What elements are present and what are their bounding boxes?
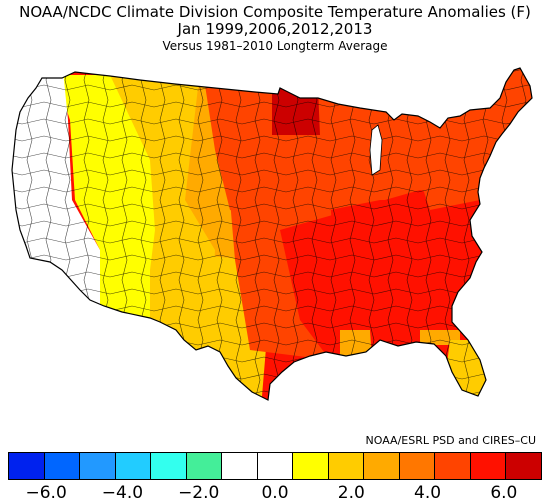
legend-swatch [222,453,258,479]
legend-swatch [44,453,81,479]
legend-tick-label: −2.0 [178,483,220,503]
data-credit: NOAA/ESRL PSD and CIRES–CU [365,434,536,447]
map-region-florida-peninsula [440,340,500,400]
legend-swatch [328,453,365,479]
map-region-northern-minnesota [272,88,320,135]
legend-swatch [257,453,294,479]
legend-tick-label: 6.0 [490,483,518,503]
map-subtitle-baseline: Versus 1981–2010 Longterm Average [162,39,388,53]
legend-swatch [470,453,507,479]
legend-swatch [293,453,329,479]
legend-tick-label: 2.0 [337,483,365,503]
map-subtitle-period: Jan 1999,2006,2012,2013 [177,20,373,38]
legend-tick-label: −4.0 [101,483,144,503]
legend-tick-labels: −6.0 −4.0 −2.0 0.0 2.0 4.0 6.0 [0,483,550,503]
legend-tick-label: 0.0 [261,483,289,503]
legend-swatch [80,453,116,479]
map-region-gulf-coast [340,330,372,362]
map-region-ohio-tennessee [280,190,480,360]
legend-swatch [506,453,541,479]
legend-swatch [186,453,223,479]
map-title: NOAA/NCDC Climate Division Composite Tem… [19,3,531,21]
legend-swatch [364,453,400,479]
us-anomaly-map [11,67,533,401]
legend-swatch [151,453,187,479]
legend-tick-label: −6.0 [25,483,67,503]
map-region-upper-midwest [205,85,450,220]
legend-swatch [115,453,152,479]
color-scale-legend [8,452,542,480]
legend-tick-label: 4.0 [414,483,442,503]
legend-swatch [399,453,436,479]
legend-swatch [9,453,45,479]
lake-michigan [369,124,383,176]
legend-swatch [435,453,471,479]
